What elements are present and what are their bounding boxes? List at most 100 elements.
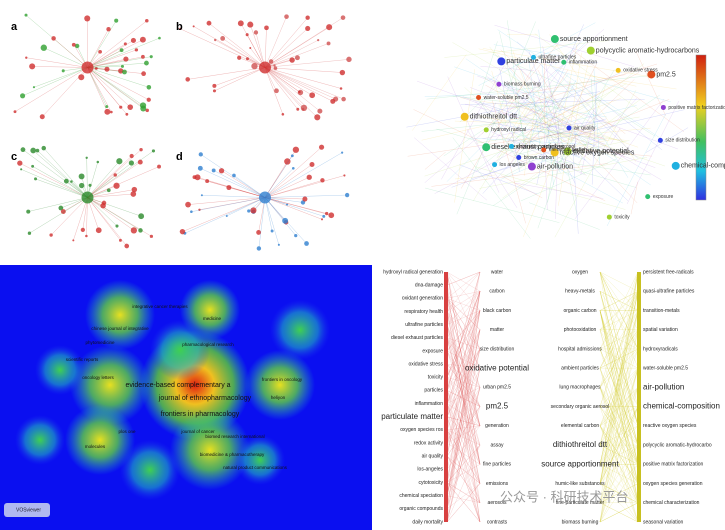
flow [599, 310, 639, 503]
edge [407, 131, 578, 157]
flow [446, 406, 481, 457]
node [31, 164, 35, 168]
panel-letter: d [176, 151, 183, 163]
edge [554, 108, 607, 118]
flow-label: air-pollution [643, 382, 684, 391]
edge [471, 155, 549, 179]
flow-label: exposure [422, 348, 443, 354]
edge [264, 164, 313, 198]
edge [531, 107, 552, 129]
flow [446, 350, 481, 446]
edge [87, 39, 144, 68]
node [645, 194, 651, 200]
edge [87, 20, 117, 68]
density-blob [235, 435, 285, 485]
density-label: phytomedicine [85, 340, 115, 345]
edge [547, 112, 575, 128]
flow [446, 348, 481, 430]
flow [599, 464, 639, 503]
edge [87, 166, 160, 198]
flow [599, 348, 639, 446]
flow [599, 310, 639, 426]
flow [446, 310, 481, 496]
flow [599, 271, 639, 350]
flow-label: chemical characterization [643, 500, 700, 506]
edge [188, 197, 266, 205]
flow [446, 310, 481, 457]
flow [446, 464, 481, 483]
density-label: evidence-based complementary a [125, 382, 230, 389]
flow [446, 285, 481, 388]
node [106, 188, 111, 193]
flow [599, 387, 639, 427]
edge [529, 202, 600, 230]
node [35, 148, 40, 153]
node [106, 26, 111, 32]
edge [87, 67, 144, 109]
edge [501, 93, 551, 141]
node [131, 186, 138, 193]
edge [87, 67, 108, 112]
flow [446, 271, 481, 465]
edge [215, 39, 266, 68]
flow [599, 348, 639, 369]
edge [544, 52, 546, 128]
flow [446, 416, 481, 523]
density-label: plos one [118, 429, 136, 434]
density-blob [270, 300, 330, 360]
edge [496, 39, 583, 157]
flow [599, 271, 639, 350]
flow [599, 348, 639, 446]
edge [264, 67, 304, 110]
flow [446, 348, 481, 470]
flow [599, 502, 639, 523]
flow [446, 271, 481, 465]
node [192, 175, 197, 180]
edge [544, 84, 571, 133]
edge [574, 130, 577, 156]
node [96, 160, 100, 164]
flow [446, 429, 481, 446]
node [660, 104, 666, 110]
flow [446, 324, 481, 407]
node [305, 25, 311, 32]
edge [443, 103, 523, 157]
axis-bar [444, 272, 448, 522]
edge [573, 124, 639, 148]
node [343, 174, 346, 177]
flow [446, 298, 481, 369]
edge [264, 67, 343, 73]
flow [446, 285, 481, 523]
hub [259, 61, 271, 74]
flow [599, 406, 639, 484]
edge [618, 128, 626, 134]
density-label: journal of cancer [180, 429, 215, 434]
flow-label: organic carbon [563, 308, 596, 314]
flow-label: redox activity [414, 440, 444, 446]
flow [446, 311, 481, 465]
edge [519, 102, 567, 123]
edge [531, 130, 571, 134]
edge [264, 67, 301, 93]
edge [264, 67, 333, 102]
node [20, 168, 23, 171]
node [158, 36, 161, 40]
edge [537, 125, 575, 229]
flow-label: los-angeles [417, 467, 443, 473]
flow-label: contrasts [487, 519, 508, 525]
node-label: reactive oxygen species [560, 149, 635, 156]
logo: VOSviewer [16, 507, 41, 513]
node [205, 179, 210, 184]
flow [599, 271, 639, 350]
node [13, 110, 17, 114]
flow [446, 348, 481, 496]
edge [536, 123, 551, 185]
edge [424, 133, 558, 177]
flow [599, 291, 639, 311]
flow [599, 406, 639, 523]
edge [555, 99, 601, 110]
node [256, 246, 262, 251]
flow [599, 367, 639, 407]
node [339, 87, 343, 90]
node [508, 143, 514, 149]
